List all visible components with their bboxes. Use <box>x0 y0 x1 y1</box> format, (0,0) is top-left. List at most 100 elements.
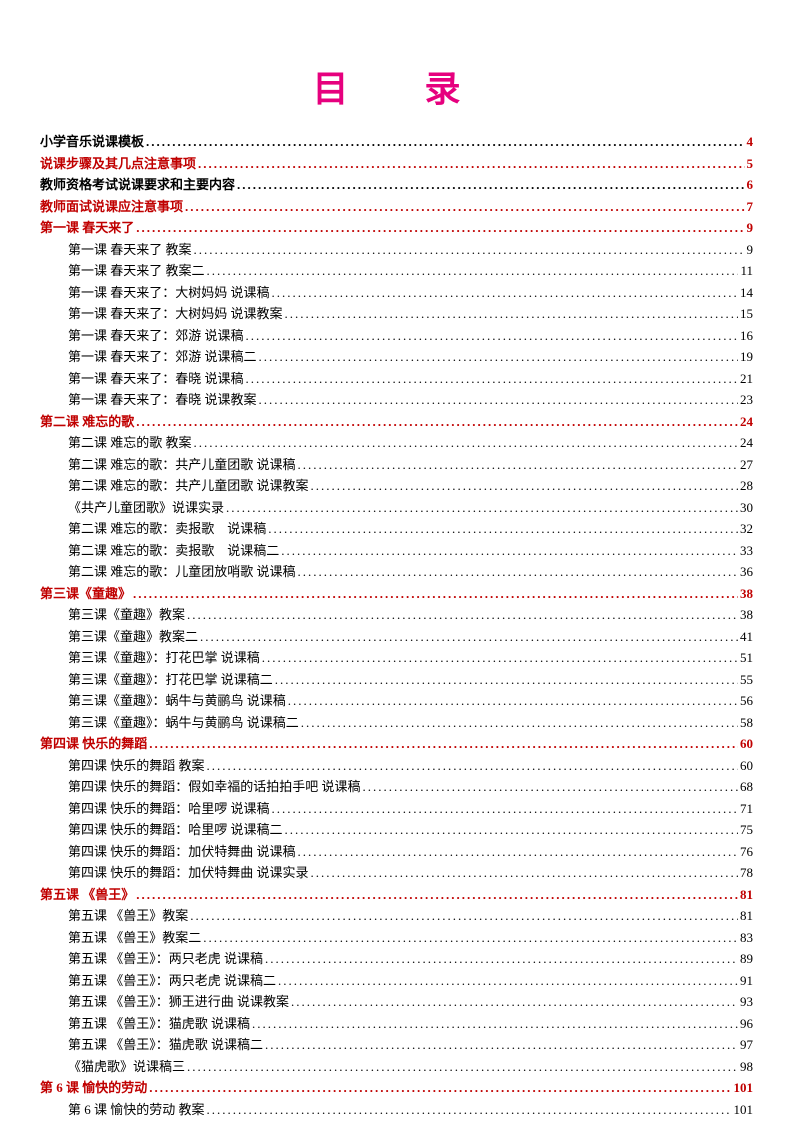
toc-entry-page: 96 <box>740 1014 753 1034</box>
toc-entry-label: 第三课《童趣》：蜗牛与黄鹂鸟 说课稿二 <box>68 713 299 733</box>
toc-entry[interactable]: 第一课 春天来了 教案二 11 <box>40 261 753 281</box>
toc-entry[interactable]: 第三课《童趣》教案38 <box>40 605 753 625</box>
toc-entry-label: 第三课《童趣》：蜗牛与黄鹂鸟 说课稿 <box>68 691 286 711</box>
toc-entry-page: 14 <box>740 283 753 303</box>
toc-entry[interactable]: 第三课《童趣》：蜗牛与黄鹂鸟 说课稿二58 <box>40 713 753 733</box>
toc-entry-label: 第一课 春天来了 教案二 <box>68 261 205 281</box>
toc-entry[interactable]: 第二课 难忘的歌：卖报歌 说课稿32 <box>40 519 753 539</box>
toc-entry-dots <box>298 562 738 582</box>
toc-entry-dots <box>268 519 738 539</box>
page-title: 目 录 <box>40 60 753 112</box>
toc-entry[interactable]: 第一课 春天来了 教案9 <box>40 240 753 260</box>
toc-entry[interactable]: 第三课《童趣》：打花巴掌 说课稿二55 <box>40 670 753 690</box>
toc-entry-dots <box>311 476 738 496</box>
toc-entry[interactable]: 第二课 难忘的歌24 <box>40 412 753 432</box>
toc-entry-page: 101 <box>734 1100 754 1120</box>
toc-entry[interactable]: 第四课 快乐的舞蹈：加伏特舞曲 说课实录78 <box>40 863 753 883</box>
toc-entry[interactable]: 第一课 春天来了：春晓 说课稿21 <box>40 369 753 389</box>
toc-entry-label: 第一课 春天来了：大树妈妈 说课稿 <box>68 283 270 303</box>
toc-entry[interactable]: 第一课 春天来了：大树妈妈 说课稿 14 <box>40 283 753 303</box>
toc-entry-page: 75 <box>740 820 753 840</box>
toc-entry[interactable]: 第四课 快乐的舞蹈：哈里啰 说课稿71 <box>40 799 753 819</box>
toc-entry[interactable]: 第一课 春天来了：大树妈妈 说课教案 15 <box>40 304 753 324</box>
toc-entry-dots <box>207 1100 732 1120</box>
toc-entry[interactable]: 第三课《童趣》：打花巴掌 说课稿51 <box>40 648 753 668</box>
toc-entry-dots <box>237 175 744 195</box>
toc-entry[interactable]: 第三课《童趣》：蜗牛与黄鹂鸟 说课稿56 <box>40 691 753 711</box>
toc-entry[interactable]: 教师资格考试说课要求和主要内容6 <box>40 175 753 195</box>
toc-entry[interactable]: 第四课 快乐的舞蹈：哈里啰 说课稿二75 <box>40 820 753 840</box>
toc-entry[interactable]: 教师面试说课应注意事项7 <box>40 197 753 217</box>
toc-entry-page: 7 <box>747 197 754 217</box>
toc-entry-page: 76 <box>740 842 753 862</box>
toc-entry[interactable]: 第五课 《兽王》：猫虎歌 说课稿 96 <box>40 1014 753 1034</box>
toc-entry-page: 24 <box>740 433 753 453</box>
toc-entry[interactable]: 小学音乐说课模板4 <box>40 132 753 152</box>
toc-entry-page: 101 <box>734 1078 754 1098</box>
toc-entry-label: 第五课 《兽王》：两只老虎 说课稿 <box>68 949 263 969</box>
toc-entry[interactable]: 《共产儿童团歌》说课实录30 <box>40 498 753 518</box>
toc-entry-label: 第三课《童趣》：打花巴掌 说课稿二 <box>68 670 273 690</box>
toc-entry-label: 第二课 难忘的歌 教案 <box>68 433 192 453</box>
toc-entry-label: 第四课 快乐的舞蹈 <box>40 734 147 754</box>
toc-entry-label: 第五课 《兽王》 <box>40 885 134 905</box>
toc-entry[interactable]: 第五课 《兽王》：猫虎歌 说课稿二97 <box>40 1035 753 1055</box>
toc-entry-page: 28 <box>740 476 753 496</box>
toc-entry[interactable]: 第三课《童趣》38 <box>40 584 753 604</box>
toc-entry-dots <box>203 928 738 948</box>
toc-entry[interactable]: 第三课《童趣》教案二41 <box>40 627 753 647</box>
table-of-contents: 小学音乐说课模板4说课步骤及其几点注意事项5教师资格考试说课要求和主要内容6教师… <box>40 132 753 1119</box>
toc-entry[interactable]: 第一课 春天来了：郊游 说课稿16 <box>40 326 753 346</box>
toc-entry-dots <box>272 283 738 303</box>
toc-entry[interactable]: 说课步骤及其几点注意事项5 <box>40 154 753 174</box>
toc-entry-page: 11 <box>740 261 753 281</box>
toc-entry-page: 15 <box>740 304 753 324</box>
toc-entry-page: 38 <box>740 605 753 625</box>
toc-entry[interactable]: 第五课 《兽王》教案81 <box>40 906 753 926</box>
toc-entry[interactable]: 第二课 难忘的歌 教案 24 <box>40 433 753 453</box>
toc-entry-label: 第二课 难忘的歌 <box>40 412 134 432</box>
toc-entry-page: 89 <box>740 949 753 969</box>
toc-entry-label: 第五课 《兽王》：猫虎歌 说课稿 <box>68 1014 250 1034</box>
toc-entry[interactable]: 第 6 课 愉快的劳动101 <box>40 1078 753 1098</box>
toc-entry[interactable]: 第二课 难忘的歌：共产儿童团歌 说课教案28 <box>40 476 753 496</box>
toc-entry[interactable]: 第四课 快乐的舞蹈60 <box>40 734 753 754</box>
toc-entry-label: 第二课 难忘的歌：共产儿童团歌 说课稿 <box>68 455 296 475</box>
toc-entry[interactable]: 第二课 难忘的歌：共产儿童团歌 说课稿27 <box>40 455 753 475</box>
toc-entry[interactable]: 第五课 《兽王》81 <box>40 885 753 905</box>
toc-entry-label: 第二课 难忘的歌：卖报歌 说课稿 <box>68 519 266 539</box>
toc-entry-label: 第五课 《兽王》：猫虎歌 说课稿二 <box>68 1035 263 1055</box>
toc-entry[interactable]: 第一课 春天来了：郊游 说课稿二19 <box>40 347 753 367</box>
toc-entry[interactable]: 第四课 快乐的舞蹈 教案60 <box>40 756 753 776</box>
toc-entry-label: 第五课 《兽王》教案二 <box>68 928 201 948</box>
toc-entry-label: 第四课 快乐的舞蹈：加伏特舞曲 说课实录 <box>68 863 309 883</box>
toc-entry[interactable]: 第 6 课 愉快的劳动 教案101 <box>40 1100 753 1120</box>
toc-entry[interactable]: 第五课 《兽王》：两只老虎 说课稿 89 <box>40 949 753 969</box>
toc-entry[interactable]: 第五课 《兽王》：两只老虎 说课稿二91 <box>40 971 753 991</box>
toc-entry-dots <box>285 820 738 840</box>
toc-entry[interactable]: 《猫虎歌》说课稿三98 <box>40 1057 753 1077</box>
toc-entry-dots <box>246 369 738 389</box>
toc-entry-dots <box>281 541 738 561</box>
toc-entry[interactable]: 第四课 快乐的舞蹈：假如幸福的话拍拍手吧 说课稿68 <box>40 777 753 797</box>
toc-entry-dots <box>272 799 738 819</box>
toc-entry-label: 小学音乐说课模板 <box>40 132 144 152</box>
toc-entry-dots <box>136 412 738 432</box>
toc-entry-dots <box>207 261 739 281</box>
toc-entry[interactable]: 第五课 《兽王》：狮王进行曲 说课教案93 <box>40 992 753 1012</box>
toc-entry[interactable]: 第二课 难忘的歌：儿童团放哨歌 说课稿36 <box>40 562 753 582</box>
toc-entry[interactable]: 第五课 《兽王》教案二83 <box>40 928 753 948</box>
toc-entry-label: 第一课 春天来了：大树妈妈 说课教案 <box>68 304 283 324</box>
toc-entry-dots <box>185 197 744 217</box>
toc-entry-page: 91 <box>740 971 753 991</box>
toc-entry[interactable]: 第四课 快乐的舞蹈：加伏特舞曲 说课稿76 <box>40 842 753 862</box>
toc-entry[interactable]: 第二课 难忘的歌：卖报歌 说课稿二33 <box>40 541 753 561</box>
toc-entry-dots <box>262 648 738 668</box>
toc-entry-page: 30 <box>740 498 753 518</box>
toc-entry[interactable]: 第一课 春天来了9 <box>40 218 753 238</box>
toc-entry-label: 第一课 春天来了 <box>40 218 134 238</box>
toc-entry-dots <box>288 691 738 711</box>
toc-entry-page: 36 <box>740 562 753 582</box>
toc-entry-dots <box>275 670 738 690</box>
toc-entry[interactable]: 第一课 春天来了：春晓 说课教案23 <box>40 390 753 410</box>
